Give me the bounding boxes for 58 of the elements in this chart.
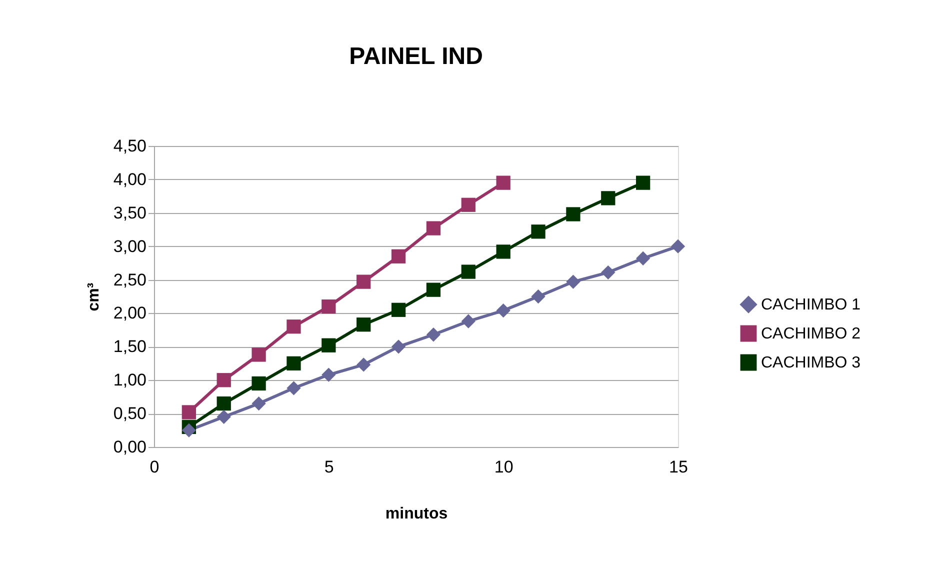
point [356, 358, 371, 372]
point [531, 224, 546, 239]
y-tick-label: 1,00 [113, 370, 146, 390]
point [391, 340, 406, 354]
point [216, 373, 231, 388]
legend-label: CACHIMBO 3 [761, 354, 861, 372]
point [636, 176, 650, 190]
x-tick-label: 15 [669, 458, 688, 476]
point [356, 274, 371, 289]
point [496, 176, 510, 190]
y-axis-title: cm³ [85, 282, 102, 312]
point [496, 244, 510, 259]
y-tick-label: 3,50 [113, 203, 146, 222]
y-tick-label: 0,00 [113, 438, 146, 456]
point [322, 338, 336, 352]
y-tick-label: 2,00 [113, 304, 146, 323]
point [216, 410, 231, 424]
y-tick-label: 4,00 [113, 170, 146, 189]
point [636, 251, 650, 266]
point [216, 396, 231, 411]
point [286, 381, 301, 396]
point [566, 274, 580, 289]
point [461, 198, 476, 212]
point [496, 303, 510, 318]
y-tick-label: 1,50 [113, 337, 146, 356]
point [601, 265, 616, 280]
point [601, 191, 616, 206]
point [286, 356, 301, 370]
point [426, 328, 441, 342]
point [182, 405, 196, 420]
point [461, 314, 476, 328]
chart-title: PAINEL IND [349, 43, 483, 70]
point [252, 348, 266, 362]
point [391, 302, 406, 317]
x-tick-label: 10 [494, 458, 514, 476]
y-tick-label: 0,50 [113, 404, 146, 424]
point [566, 207, 580, 222]
point [356, 318, 371, 332]
point [426, 282, 441, 297]
point [391, 249, 406, 264]
y-tick-label: 2,50 [113, 270, 146, 290]
point [286, 320, 301, 334]
point [322, 299, 336, 314]
point [182, 423, 196, 438]
y-tick-label: 3,00 [113, 236, 146, 256]
point [531, 289, 546, 304]
point [670, 239, 686, 254]
legend-label: CACHIMBO 1 [761, 296, 861, 314]
point [252, 376, 266, 391]
x-axis-title: minutos [385, 506, 448, 522]
y-tick-label: 4,50 [113, 136, 146, 156]
legend-label: CACHIMBO 2 [761, 326, 861, 342]
point [426, 221, 441, 236]
x-tick-label: 0 [150, 458, 160, 476]
point [461, 264, 476, 279]
point [252, 396, 266, 411]
x-tick-label: 5 [324, 458, 334, 476]
point [322, 368, 336, 382]
